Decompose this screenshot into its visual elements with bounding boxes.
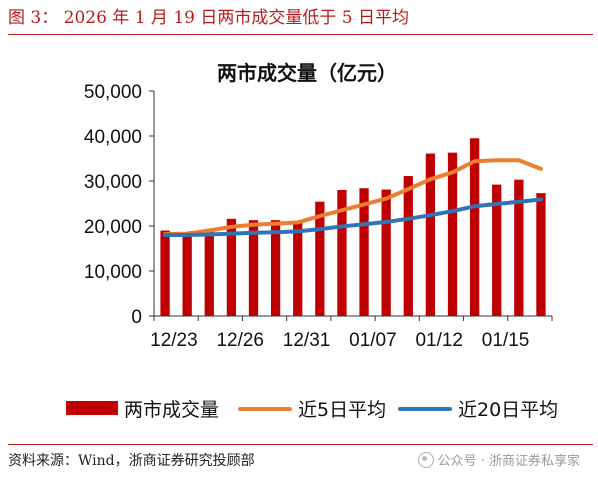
y-tick-label: 10,000 <box>84 262 142 283</box>
wechat-icon <box>417 451 434 468</box>
bar <box>425 153 436 316</box>
bar <box>514 179 524 316</box>
bar <box>536 193 546 316</box>
legend: 两市成交量 近5日平均 近20日平均 <box>66 399 558 421</box>
x-tick-label: 01/12 <box>415 330 463 351</box>
caption-rule <box>8 34 593 35</box>
bar <box>381 189 391 316</box>
bar <box>226 218 237 316</box>
y-tick-label: 30,000 <box>84 172 142 193</box>
bar <box>359 188 369 316</box>
bar <box>293 223 303 316</box>
bar <box>315 201 325 316</box>
bar <box>403 176 413 316</box>
source-note: 资料来源：Wind，浙商证券研究投顾部 <box>8 453 255 469</box>
x-tick-label: 12/31 <box>283 330 331 351</box>
legend-label: 近20日平均 <box>458 399 558 421</box>
bar <box>160 230 170 316</box>
line-20day-avg <box>163 197 543 237</box>
y-tick-label: 50,000 <box>84 82 142 103</box>
figure-caption: 图 3： 2026 年 1 月 19 日两市成交量低于 5 日平均 <box>8 8 409 28</box>
bar <box>447 152 458 316</box>
y-axis: 0 10,000 20,000 30,000 40,000 50,000 <box>84 82 155 328</box>
bar <box>469 138 480 316</box>
y-tick-label: 0 <box>131 307 142 328</box>
bar <box>182 233 192 316</box>
line-5day-avg <box>163 158 543 237</box>
footer-rule <box>8 444 593 445</box>
bar-series <box>160 138 546 316</box>
y-tick-label: 40,000 <box>84 127 142 148</box>
watermark: 公众号 · 浙商证券私享家 <box>417 450 580 469</box>
bar <box>492 184 502 316</box>
bar <box>204 230 214 316</box>
bar <box>248 220 259 316</box>
chart-title: 两市成交量（亿元） <box>217 61 397 85</box>
legend-label: 近5日平均 <box>298 399 386 421</box>
x-tick-label: 01/15 <box>482 330 530 351</box>
chart: 两市成交量（亿元） 0 10,000 20,000 30,000 40,000 50,00… <box>66 61 558 421</box>
x-axis: 12/23 12/26 12/31 01/07 01/12 01/15 <box>150 315 553 351</box>
bar <box>337 190 347 316</box>
x-tick-label: 01/07 <box>349 330 397 351</box>
watermark-text: 公众号 · 浙商证券私享家 <box>437 454 580 469</box>
x-tick-label: 12/23 <box>150 330 198 351</box>
x-tick-label: 12/26 <box>216 330 264 351</box>
legend-label: 两市成交量 <box>124 399 219 421</box>
bar <box>270 220 281 316</box>
legend-swatch <box>66 401 118 415</box>
y-tick-label: 20,000 <box>84 217 142 238</box>
line-series <box>163 158 543 237</box>
